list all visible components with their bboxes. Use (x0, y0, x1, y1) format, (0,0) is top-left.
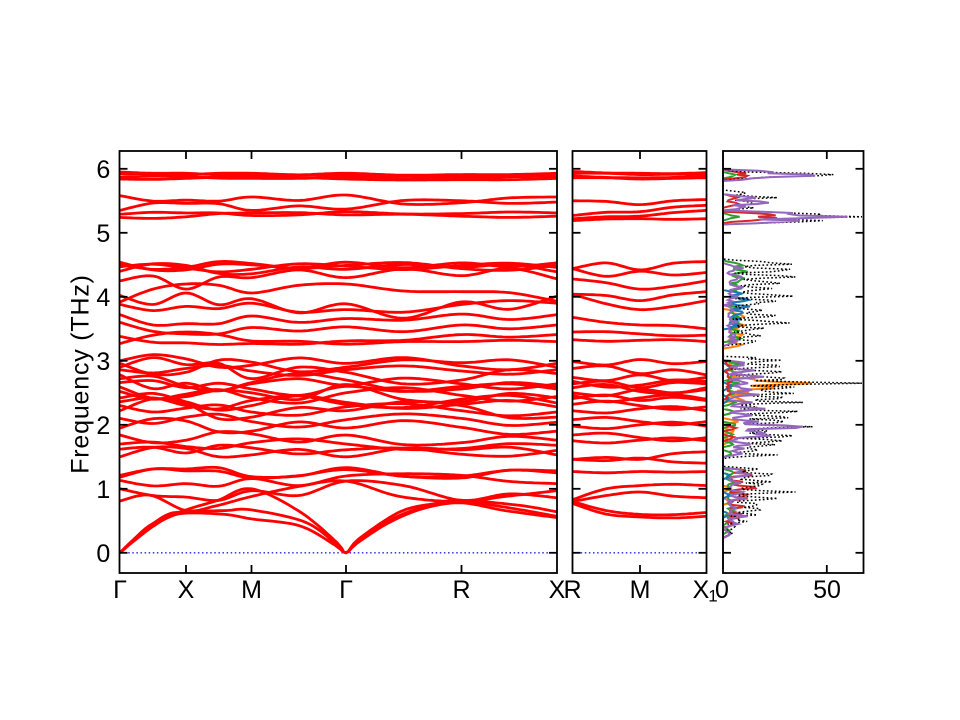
svg-text:Frequency (THz): Frequency (THz) (67, 274, 95, 474)
svg-text:Γ: Γ (339, 576, 353, 604)
svg-text:6: 6 (96, 156, 110, 184)
svg-text:Γ: Γ (113, 576, 127, 604)
svg-text:0: 0 (715, 576, 729, 604)
svg-text:1: 1 (708, 587, 717, 606)
svg-text:1: 1 (96, 476, 110, 504)
svg-text:5: 5 (96, 220, 110, 248)
svg-text:50: 50 (813, 576, 841, 604)
svg-text:2: 2 (96, 412, 110, 440)
svg-text:R: R (563, 576, 581, 604)
svg-text:3: 3 (96, 348, 110, 376)
svg-text:X: X (693, 576, 710, 604)
svg-text:M: M (630, 576, 651, 604)
svg-text:4: 4 (96, 284, 110, 312)
svg-text:R: R (452, 576, 470, 604)
svg-text:M: M (241, 576, 262, 604)
svg-text:0: 0 (96, 540, 110, 568)
svg-text:X: X (178, 576, 195, 604)
svg-text:X: X (549, 576, 566, 604)
